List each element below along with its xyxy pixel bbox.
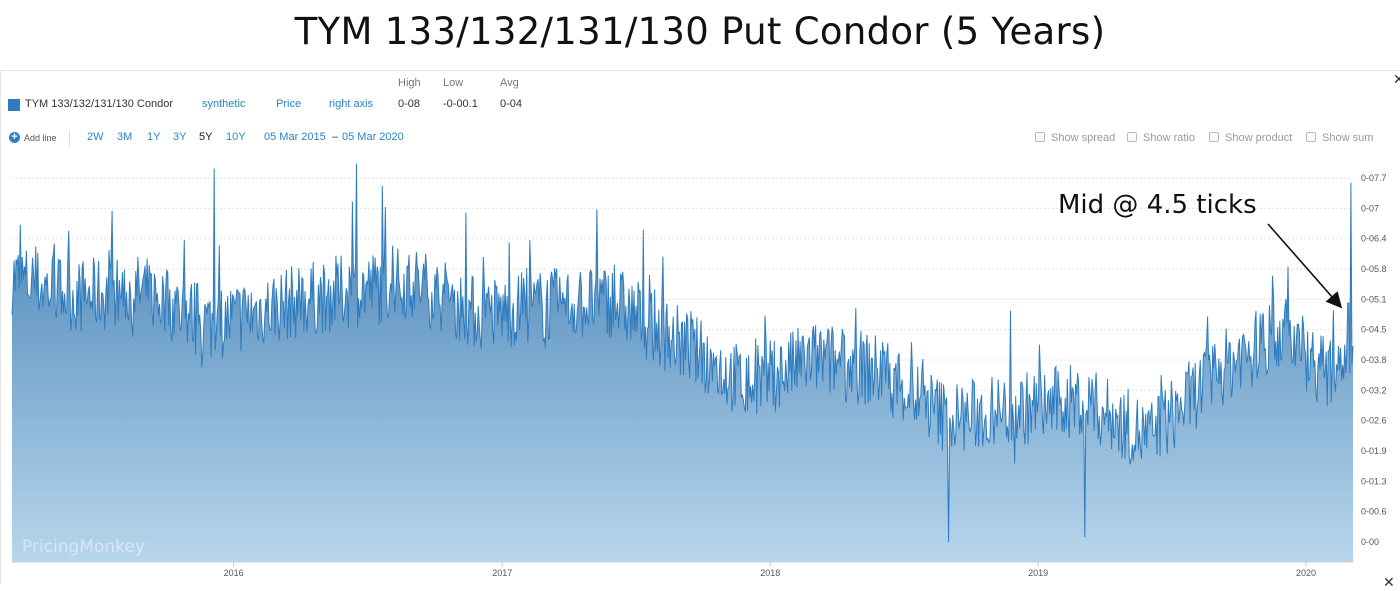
y-tick-label: 0-01.3 [1361,476,1387,486]
range-button-10y[interactable]: 10Y [226,131,246,143]
y-tick-label: 0-03.8 [1361,355,1387,365]
x-tick-label: 2019 [1028,568,1048,578]
series-color-swatch [8,99,20,111]
series-axis-link[interactable]: right axis [329,98,374,110]
legend-header-low: Low [443,77,464,89]
range-button-5y[interactable]: 5Y [199,131,213,143]
y-tick-label: 0-01.9 [1361,446,1387,456]
page-title: TYM 133/132/131/130 Put Condor (5 Years) [294,10,1106,53]
close-icon[interactable]: ✕ [1393,71,1400,87]
y-tick-label: 0-03.2 [1361,385,1387,395]
add-line-button[interactable]: Add line [24,133,57,143]
watermark: PricingMonkey [22,537,145,557]
y-tick-label: 0-05.8 [1361,264,1387,274]
y-tick-label: 0-00 [1361,537,1379,547]
x-tick-label: 2018 [760,568,780,578]
close-icon[interactable]: ✕ [1383,574,1395,590]
y-tick-label: 0-00.6 [1361,507,1387,517]
series-avg-value: 0-04 [500,98,523,110]
y-tick-label: 0-04.5 [1361,325,1387,335]
x-tick-label: 2016 [224,568,244,578]
legend-header-avg: Avg [500,77,519,89]
show-product-checkbox[interactable] [1209,132,1219,142]
show-sum-label: Show sum [1322,132,1374,144]
x-tick-label: 2020 [1296,568,1316,578]
series-kind-link[interactable]: synthetic [202,98,246,110]
show-spread-checkbox[interactable] [1035,132,1045,142]
show-ratio-label: Show ratio [1143,132,1195,144]
date-to[interactable]: 05 Mar 2020 [342,131,404,143]
series-low-value: -0-00.1 [443,98,478,110]
series-area [12,163,1353,563]
add-line-icon[interactable]: + [9,132,20,143]
toolbar-divider [69,130,70,146]
show-ratio-checkbox[interactable] [1127,132,1137,142]
y-tick-label: 0-06.4 [1361,234,1387,244]
y-tick-label: 0-02.6 [1361,416,1387,426]
series-name: TYM 133/132/131/130 Condor [25,98,173,110]
y-tick-label: 0-05.1 [1361,294,1387,304]
series-line[interactable] [11,163,1354,543]
annotation-label: Mid @ 4.5 ticks [1058,190,1257,220]
range-button-3y[interactable]: 3Y [173,131,187,143]
date-separator: – [332,131,339,143]
show-spread-label: Show spread [1051,132,1116,144]
show-sum-checkbox[interactable] [1306,132,1316,142]
y-tick-label: 0-07.7 [1361,173,1387,183]
x-tick-label: 2017 [492,568,512,578]
range-button-3m[interactable]: 3M [117,131,133,143]
series-high-value: 0-08 [398,98,421,110]
date-from[interactable]: 05 Mar 2015 [264,131,326,143]
range-button-1y[interactable]: 1Y [147,131,161,143]
annotation-arrow [1267,223,1343,309]
legend-header-high: High [398,77,421,89]
y-tick-label: 0-07 [1361,203,1379,213]
range-button-2w[interactable]: 2W [87,131,104,143]
chart-panel [0,70,1399,584]
series-field-link[interactable]: Price [276,98,302,110]
show-product-label: Show product [1225,132,1293,144]
